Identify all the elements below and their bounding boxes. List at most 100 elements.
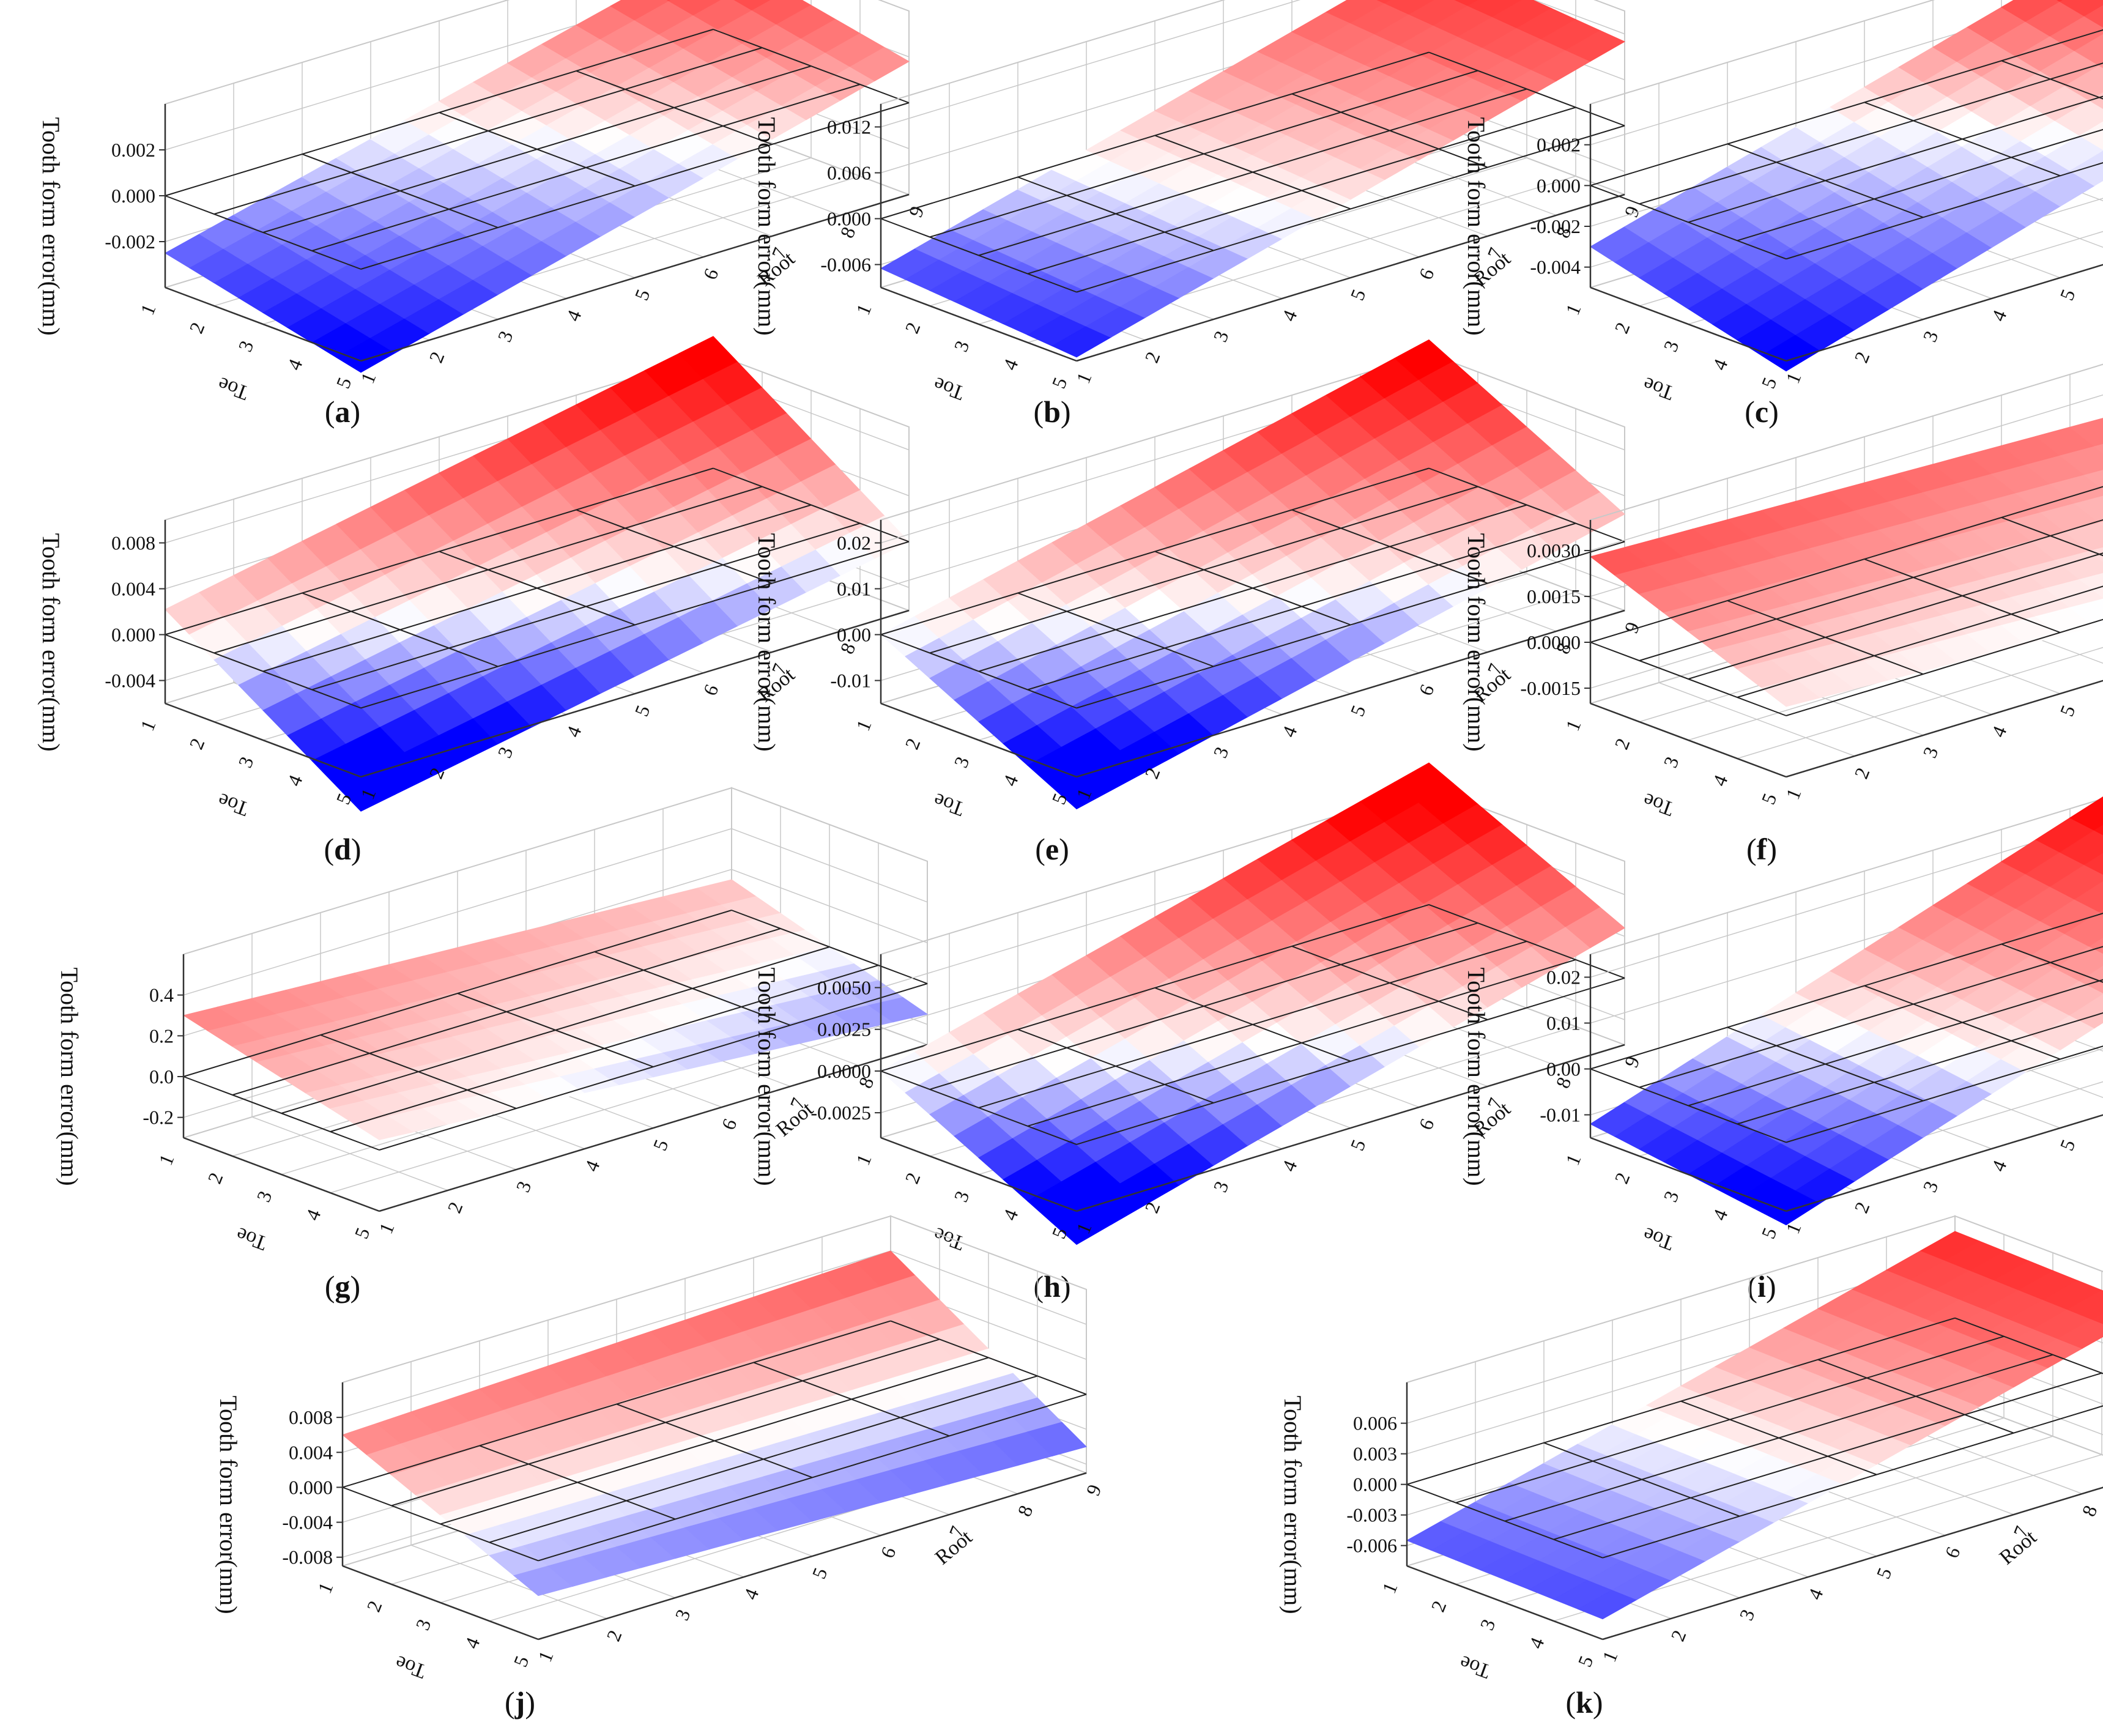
toe-tick-label: 2 — [185, 735, 209, 752]
root-tick-label: 5 — [630, 702, 654, 719]
surface-cell — [2079, 121, 2103, 150]
surface-cell — [2098, 521, 2103, 527]
surface-cell — [2093, 443, 2103, 454]
z-tick-label: 0.002 — [1537, 134, 1581, 156]
toe-axis-line — [1590, 286, 1787, 362]
surface — [880, 0, 1626, 358]
toe-axis-line — [880, 286, 1077, 362]
root-axis-line — [360, 609, 910, 778]
surface-cell — [2089, 92, 2103, 109]
z-tick-label: 0.01 — [837, 578, 871, 600]
root-tick-label: 4 — [562, 723, 585, 740]
root-tick-label: 3 — [511, 1178, 535, 1195]
zero-grid-line — [1455, 1335, 2005, 1504]
z-tick-label: -0.008 — [282, 1546, 333, 1568]
chart-panel-i: 0.020.010.00-0.0112345Toe123456789RootTo… — [1463, 796, 2103, 1255]
toe-tick-label: 2 — [1610, 1170, 1634, 1187]
toe-tick-label: 3 — [1659, 1188, 1683, 1205]
zero-grid-line — [1602, 1405, 2103, 1559]
zero-grid-line — [1786, 1045, 2103, 1143]
z-tick-label: 0.000 — [111, 624, 155, 646]
toe-tick-label: 3 — [949, 754, 973, 771]
z-tick-label: 0.000 — [289, 1476, 333, 1498]
toe-tick-label: 4 — [1708, 1206, 1732, 1223]
root-tick-label: 1 — [1781, 785, 1805, 803]
zero-grid-line — [360, 541, 910, 709]
root-tick-label: 1 — [356, 369, 380, 387]
surface-cell — [2055, 100, 2103, 136]
root-tick-label: 3 — [1209, 328, 1233, 345]
zero-grid-line — [1590, 913, 2103, 1070]
z-tick-label: 0.004 — [111, 578, 155, 600]
root-tick-label: 5 — [1346, 702, 1370, 719]
z-tick-label: 0.02 — [837, 532, 871, 554]
toe-tick-label: 5 — [1047, 374, 1071, 391]
root-tick-label: 8 — [1013, 1502, 1037, 1519]
surface-cell — [867, 996, 929, 1023]
surface-cell — [1565, 30, 1626, 62]
root-tick-label: 4 — [1277, 723, 1301, 740]
toe-tick-label: 3 — [252, 1188, 276, 1205]
zero-grid-line — [880, 467, 1430, 636]
panel-label-c: (c) — [1745, 395, 1779, 429]
surface-cell — [2045, 135, 2103, 171]
root-tick-label: 5 — [2055, 702, 2079, 719]
z-tick-label: 0.008 — [289, 1406, 333, 1428]
panel-label-open: ( — [325, 1269, 335, 1304]
surface-cell — [2057, 0, 2064, 2]
panel-label-letter: e — [1045, 832, 1059, 866]
panel-label-d: (d) — [324, 832, 361, 866]
toe-tick-label: 3 — [1475, 1616, 1499, 1633]
z-tick-label: 0.0015 — [1527, 585, 1581, 607]
root-tick-label: 5 — [1346, 286, 1370, 303]
root-tick-label: 1 — [1072, 369, 1096, 387]
root-tick-label: 3 — [1918, 328, 1942, 345]
panel-label-k: (k) — [1565, 1685, 1603, 1719]
root-axis-line — [1076, 1044, 1625, 1212]
toe-tick-label: 2 — [900, 319, 924, 336]
root-tick-label: 4 — [1987, 723, 2011, 740]
panel-label-close: ) — [350, 1269, 361, 1304]
toe-axis-line — [183, 1137, 380, 1212]
toe-tick-label: 3 — [1659, 754, 1683, 771]
root-tick-label: 4 — [739, 1586, 763, 1603]
toe-axis-title: Toe — [215, 788, 251, 820]
root-axis-line — [1786, 264, 2103, 362]
zero-grid-line — [342, 1320, 891, 1488]
toe-tick-label: 2 — [900, 1170, 924, 1187]
chart-panel-k: 0.006 0.003 0.000 -0.003 -0.006 1 2 3 4 5 Toe 1 2 3 4 5… — [1279, 1215, 2103, 1683]
root-axis-line — [1076, 609, 1625, 778]
zero-plane-grid — [183, 910, 928, 1151]
panel-label-g: (g) — [325, 1269, 360, 1304]
root-tick-label: 4 — [562, 307, 585, 324]
surface-cell — [849, 46, 910, 81]
surface-cell — [2088, 937, 2103, 954]
panel-label-close: ) — [1768, 395, 1779, 429]
zero-grid-line — [1639, 62, 2103, 205]
zero-grid-line — [1076, 125, 1625, 293]
z-tick-label: 0.4 — [149, 984, 174, 1006]
zero-grid-line — [330, 965, 879, 1132]
zero-grid-line — [880, 51, 1430, 220]
chart-panel-d: 0.0080.0040.000-0.00412345Toe123456789Ro… — [37, 336, 928, 820]
floor-grid-line — [1737, 647, 2103, 759]
root-tick-label: 3 — [493, 744, 517, 761]
surface-cell — [2093, 825, 2103, 836]
z-tick-label: 0.0 — [149, 1066, 174, 1088]
zero-grid-line — [880, 903, 1430, 1072]
surface — [880, 339, 1625, 810]
surface — [1589, 418, 2103, 707]
root-tick-label: 5 — [2055, 1137, 2079, 1154]
panel-label-h: (h) — [1033, 1269, 1070, 1304]
zero-grid-line — [1553, 1372, 2102, 1540]
z-axis-title: Tooth form error(mm) — [37, 117, 65, 335]
panel-label-close: ) — [351, 832, 362, 866]
toe-tick-label: 3 — [949, 338, 973, 355]
z-tick-label: 0.000 — [111, 185, 155, 207]
root-axis-line — [379, 1044, 928, 1212]
toe-tick-label: 1 — [851, 301, 875, 318]
z-tick-label: 0.0000 — [817, 1060, 871, 1082]
